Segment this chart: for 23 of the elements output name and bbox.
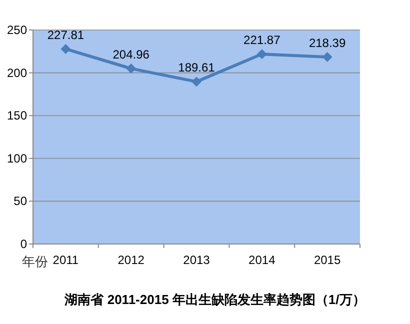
data-label: 218.39: [308, 36, 346, 50]
data-label: 189.61: [178, 60, 216, 75]
x-tick-label: 2011: [52, 253, 79, 267]
y-tick-label: 50: [14, 194, 28, 208]
text: 湖南省 2011-2015 年出生缺陷发生率趋势图（1/万）: [64, 292, 366, 307]
point: [60, 44, 71, 54]
y-tick-label: 200: [6, 66, 28, 80]
x-tick-label: 2012: [118, 253, 145, 267]
y-tick-label: 100: [6, 151, 28, 166]
x-axis-title: 年份: [22, 254, 48, 269]
point: [256, 49, 267, 60]
data-label: 204.96: [112, 48, 150, 62]
point: [322, 52, 332, 62]
x-tick-label: 2014: [248, 253, 276, 267]
point: [192, 76, 202, 87]
y-tick-label: 250: [6, 23, 28, 37]
data-label: 221.87: [244, 33, 281, 48]
x-tick-label: 2013: [183, 253, 210, 267]
y-tick-label: 0: [20, 237, 28, 251]
point: [126, 64, 136, 74]
data-label: 227.81: [47, 28, 84, 42]
x-tick-label: 2015: [314, 253, 341, 267]
y-tick-label: 150: [6, 108, 28, 123]
